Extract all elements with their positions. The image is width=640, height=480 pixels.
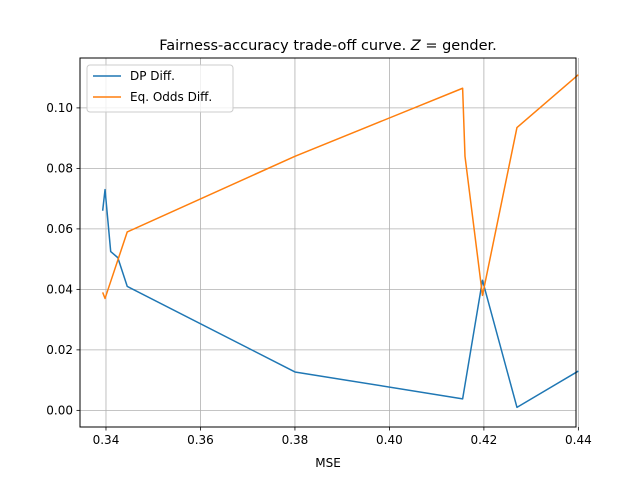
legend-box	[86, 64, 234, 113]
grid	[80, 58, 579, 427]
chart-title-variable: Z	[410, 38, 422, 54]
y-tick-label: 0.04	[46, 282, 73, 296]
x-axis-ticks: 0.34 0.36 0.38 0.40 0.42 0.44	[93, 427, 592, 447]
plot-frame	[79, 57, 577, 428]
legend-label-eq-odds-diff: Eq. Odds Diff.	[130, 90, 212, 104]
y-tick-label: 0.02	[46, 343, 73, 357]
chart-title-prefix: Fairness-accuracy trade-off curve.	[159, 38, 411, 54]
x-tick-label: 0.34	[93, 433, 120, 447]
y-tick-label: 0.06	[46, 222, 73, 236]
x-tick-label: 0.36	[187, 433, 214, 447]
x-tick-label: 0.38	[282, 433, 309, 447]
y-tick-label: 0.08	[46, 161, 73, 175]
series-line-eq-odds-diff	[101, 74, 579, 300]
y-axis-ticks: 0.00 0.02 0.04 0.06 0.08 0.10	[46, 101, 80, 417]
y-tick-label: 0.10	[46, 101, 73, 115]
x-tick-label: 0.42	[471, 433, 498, 447]
legend: DP Diff. Eq. Odds Diff.	[86, 64, 234, 113]
x-tick-label: 0.40	[376, 433, 403, 447]
x-tick-label: 0.44	[565, 433, 592, 447]
series-line-dp-diff	[101, 188, 579, 409]
series-lines	[101, 74, 579, 409]
x-axis-label: MSE	[315, 456, 341, 470]
legend-label-dp-diff: DP Diff.	[130, 69, 175, 83]
chart-title-suffix: = gender.	[421, 38, 497, 54]
y-tick-label: 0.00	[46, 403, 73, 417]
chart-title: Fairness-accuracy trade-off curve. Z = g…	[159, 38, 497, 54]
